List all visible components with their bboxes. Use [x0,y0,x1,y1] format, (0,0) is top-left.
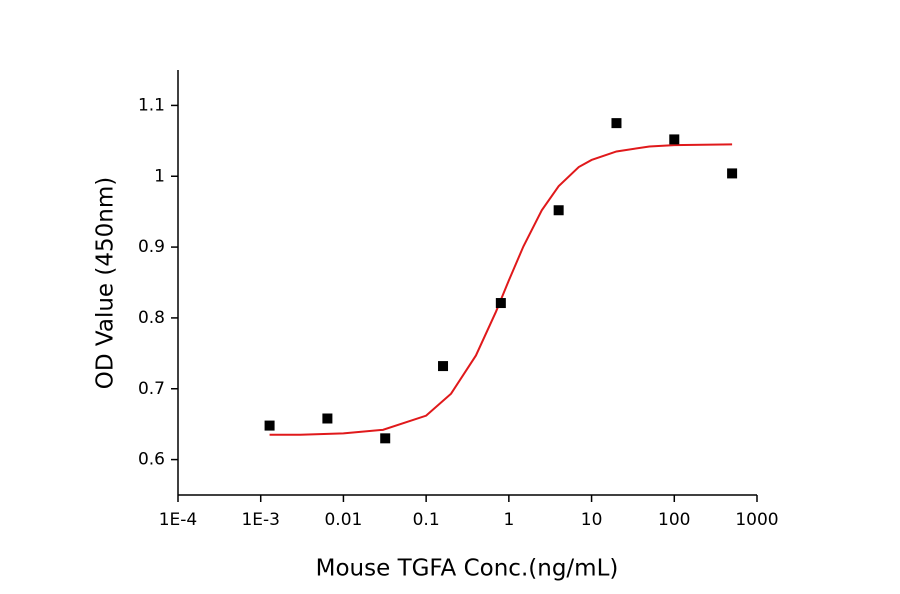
x-tick-label: 1E-4 [159,510,198,530]
y-axis-title: OD Value (450nm) [93,177,119,389]
x-tick-label: 1000 [735,510,778,530]
data-point [380,433,391,444]
y-tick-label: 0.7 [138,379,165,399]
x-axis-title: Mouse TGFA Conc.(ng/mL) [316,556,619,582]
x-tick-label: 1E-3 [241,510,280,530]
data-point [264,420,275,431]
fit-curve [269,143,733,436]
data-point [727,168,738,179]
y-tick-label: 0.9 [138,237,165,257]
data-point [322,413,333,424]
y-tick-label: 1 [154,166,165,186]
x-tick-label: 0.1 [413,510,440,530]
x-tick-label: 100 [658,510,690,530]
y-tick-label: 1.1 [138,95,165,115]
data-point [611,118,622,129]
x-tick-label: 1 [503,510,514,530]
data-point [495,298,506,309]
data-point [553,205,564,216]
data-point [438,361,449,372]
y-tick-label: 0.6 [138,450,165,470]
data-point [669,134,680,145]
y-tick-label: 0.8 [138,308,165,328]
x-tick-label: 0.01 [324,510,362,530]
x-tick-label: 10 [581,510,603,530]
